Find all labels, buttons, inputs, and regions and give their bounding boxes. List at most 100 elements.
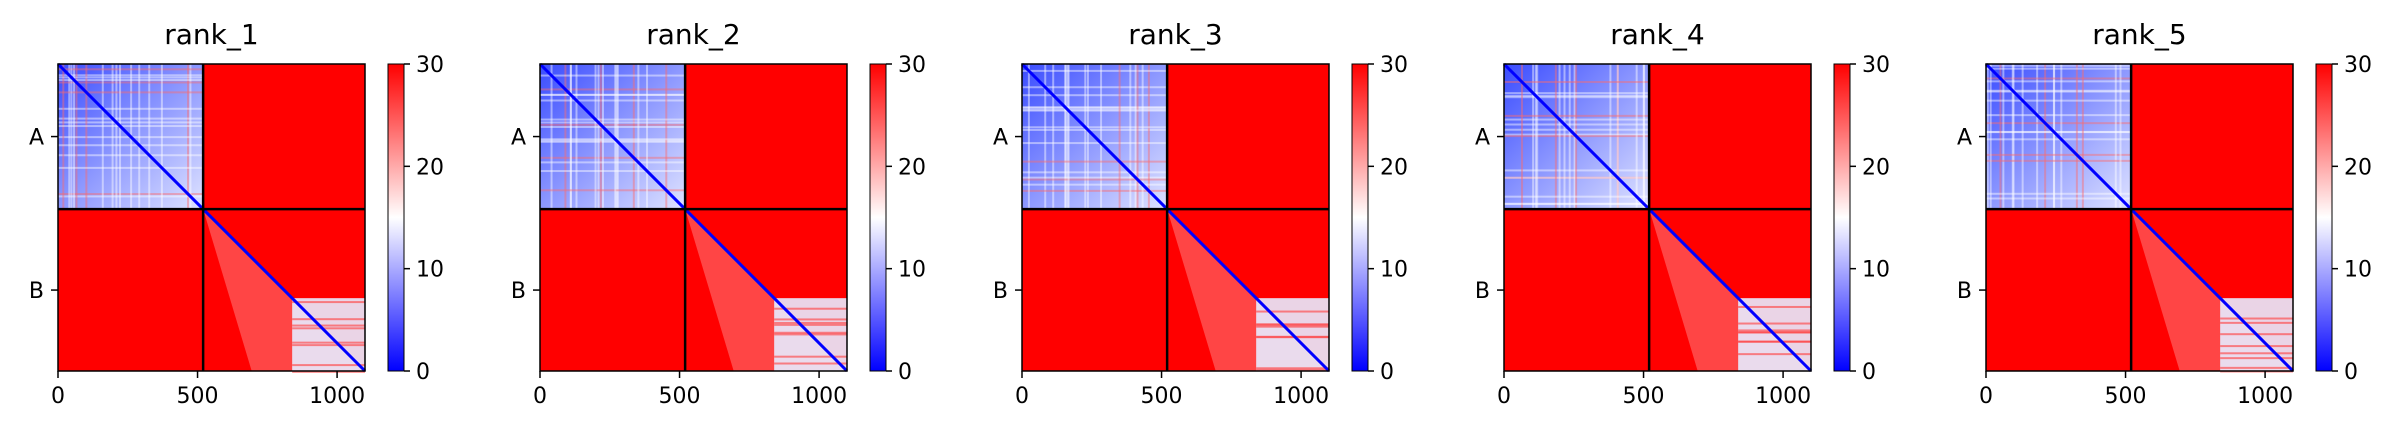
panel-title: rank_5 <box>2092 18 2186 51</box>
block-texture <box>1986 80 2132 83</box>
x-tick-label: 0 <box>1497 384 1511 409</box>
diagonal <box>1502 62 1813 373</box>
colorbar-tick-label: 10 <box>1380 258 1408 283</box>
block-texture <box>1022 142 1168 145</box>
block-texture <box>1086 64 1089 210</box>
y-tick-label: A <box>511 126 526 151</box>
block-texture <box>1504 202 1650 205</box>
block-texture <box>2012 64 2015 210</box>
block-texture <box>2011 64 2014 210</box>
block-texture <box>1022 128 1168 131</box>
block-texture <box>540 93 686 96</box>
block-texture <box>1022 106 1168 109</box>
block-texture <box>1256 324 1329 327</box>
x-tick-label: 1000 <box>1273 384 1329 409</box>
colorbar-tick-label: 10 <box>898 258 926 283</box>
y-tick-label: A <box>1957 126 1972 151</box>
block-texture <box>1504 195 1650 198</box>
panel-title: rank_3 <box>1128 18 1222 51</box>
y-tick-label: B <box>1957 279 1972 304</box>
y-tick-label: B <box>29 279 44 304</box>
axes-frame <box>1021 63 1330 372</box>
heatmap-panel-4: rank_4 0 500 1000 A B 0 10 20 30 <box>1475 18 1890 409</box>
panel-title: rank_4 <box>1610 18 1704 51</box>
block-texture <box>1504 118 1650 121</box>
panel-title: rank_2 <box>646 18 740 51</box>
block-texture <box>58 107 204 110</box>
diagonal <box>538 62 849 373</box>
block-texture <box>70 64 73 210</box>
block-texture <box>187 64 190 210</box>
block-texture <box>1134 64 1137 210</box>
block-texture <box>1504 96 1650 99</box>
block-texture <box>1738 305 1811 308</box>
x-tick-label: 0 <box>533 384 547 409</box>
block-texture <box>1256 325 1329 328</box>
block-texture <box>540 140 686 143</box>
block-texture <box>1052 64 1055 210</box>
block-texture <box>1136 64 1139 210</box>
block-texture <box>1118 64 1121 210</box>
colorbar-tick-label: 10 <box>1862 258 1890 283</box>
block-texture <box>1064 64 1067 210</box>
block-texture <box>1504 128 1650 131</box>
block-texture <box>774 321 847 324</box>
block-texture <box>58 91 204 94</box>
block-texture <box>550 64 553 210</box>
diagonal <box>56 62 367 373</box>
block-texture <box>1022 183 1168 186</box>
block-texture <box>1022 176 1168 179</box>
block-texture <box>1256 367 1329 370</box>
block-texture <box>2044 64 2047 210</box>
block-texture <box>575 64 578 210</box>
block-texture <box>632 64 635 210</box>
x-tick-label: 500 <box>177 384 219 409</box>
block-texture <box>58 144 204 147</box>
heatmap-panel-3: rank_3 0 500 1000 A B 0 10 20 30 <box>993 18 1408 409</box>
heatmap-panel-5: rank_5 0 500 1000 A B 0 10 20 30 <box>1957 18 2372 409</box>
block-texture <box>1044 64 1047 210</box>
block-texture <box>115 64 118 210</box>
block-texture <box>1738 329 1811 332</box>
block-texture <box>1568 64 1571 210</box>
block-texture <box>1022 160 1168 163</box>
colorbar-tick-label: 10 <box>416 258 444 283</box>
heatmap-panel-1: rank_1 0 500 1000 A B 0 10 20 30 <box>29 18 444 409</box>
block-texture <box>1986 130 2132 133</box>
block-texture <box>1986 197 2132 200</box>
block-texture <box>58 154 204 157</box>
block-texture <box>68 64 71 210</box>
block-texture <box>774 355 847 358</box>
y-tick-label: A <box>1475 126 1490 151</box>
block-texture <box>540 118 686 121</box>
block-texture <box>58 195 204 198</box>
block-texture <box>1022 171 1168 174</box>
colorbar-tick-label: 0 <box>898 360 912 385</box>
colorbar-tick-label: 30 <box>416 53 444 78</box>
colorbar <box>387 63 405 372</box>
block-texture <box>85 64 88 210</box>
block-texture <box>292 370 365 373</box>
colorbar <box>2315 63 2333 372</box>
x-tick-label: 1000 <box>2237 384 2293 409</box>
x-tick-label: 0 <box>1979 384 1993 409</box>
block-texture <box>637 64 640 210</box>
block-texture <box>615 64 618 210</box>
block-texture <box>1989 64 1992 210</box>
block-texture <box>1022 108 1168 111</box>
colorbar-tick-label: 0 <box>1380 360 1394 385</box>
block-texture <box>1027 64 1030 210</box>
block-texture <box>1642 64 1645 210</box>
block-texture <box>2021 64 2024 210</box>
block-texture <box>2002 64 2005 210</box>
block-texture <box>1504 114 1650 117</box>
block-texture <box>2114 64 2117 210</box>
block-texture <box>1738 322 1811 325</box>
block-texture <box>138 64 141 210</box>
block-texture <box>1558 64 1561 210</box>
block-texture <box>540 138 686 141</box>
block-texture <box>540 121 686 124</box>
block-texture <box>292 341 365 344</box>
block-texture <box>540 93 686 96</box>
axes-frame <box>57 63 366 372</box>
